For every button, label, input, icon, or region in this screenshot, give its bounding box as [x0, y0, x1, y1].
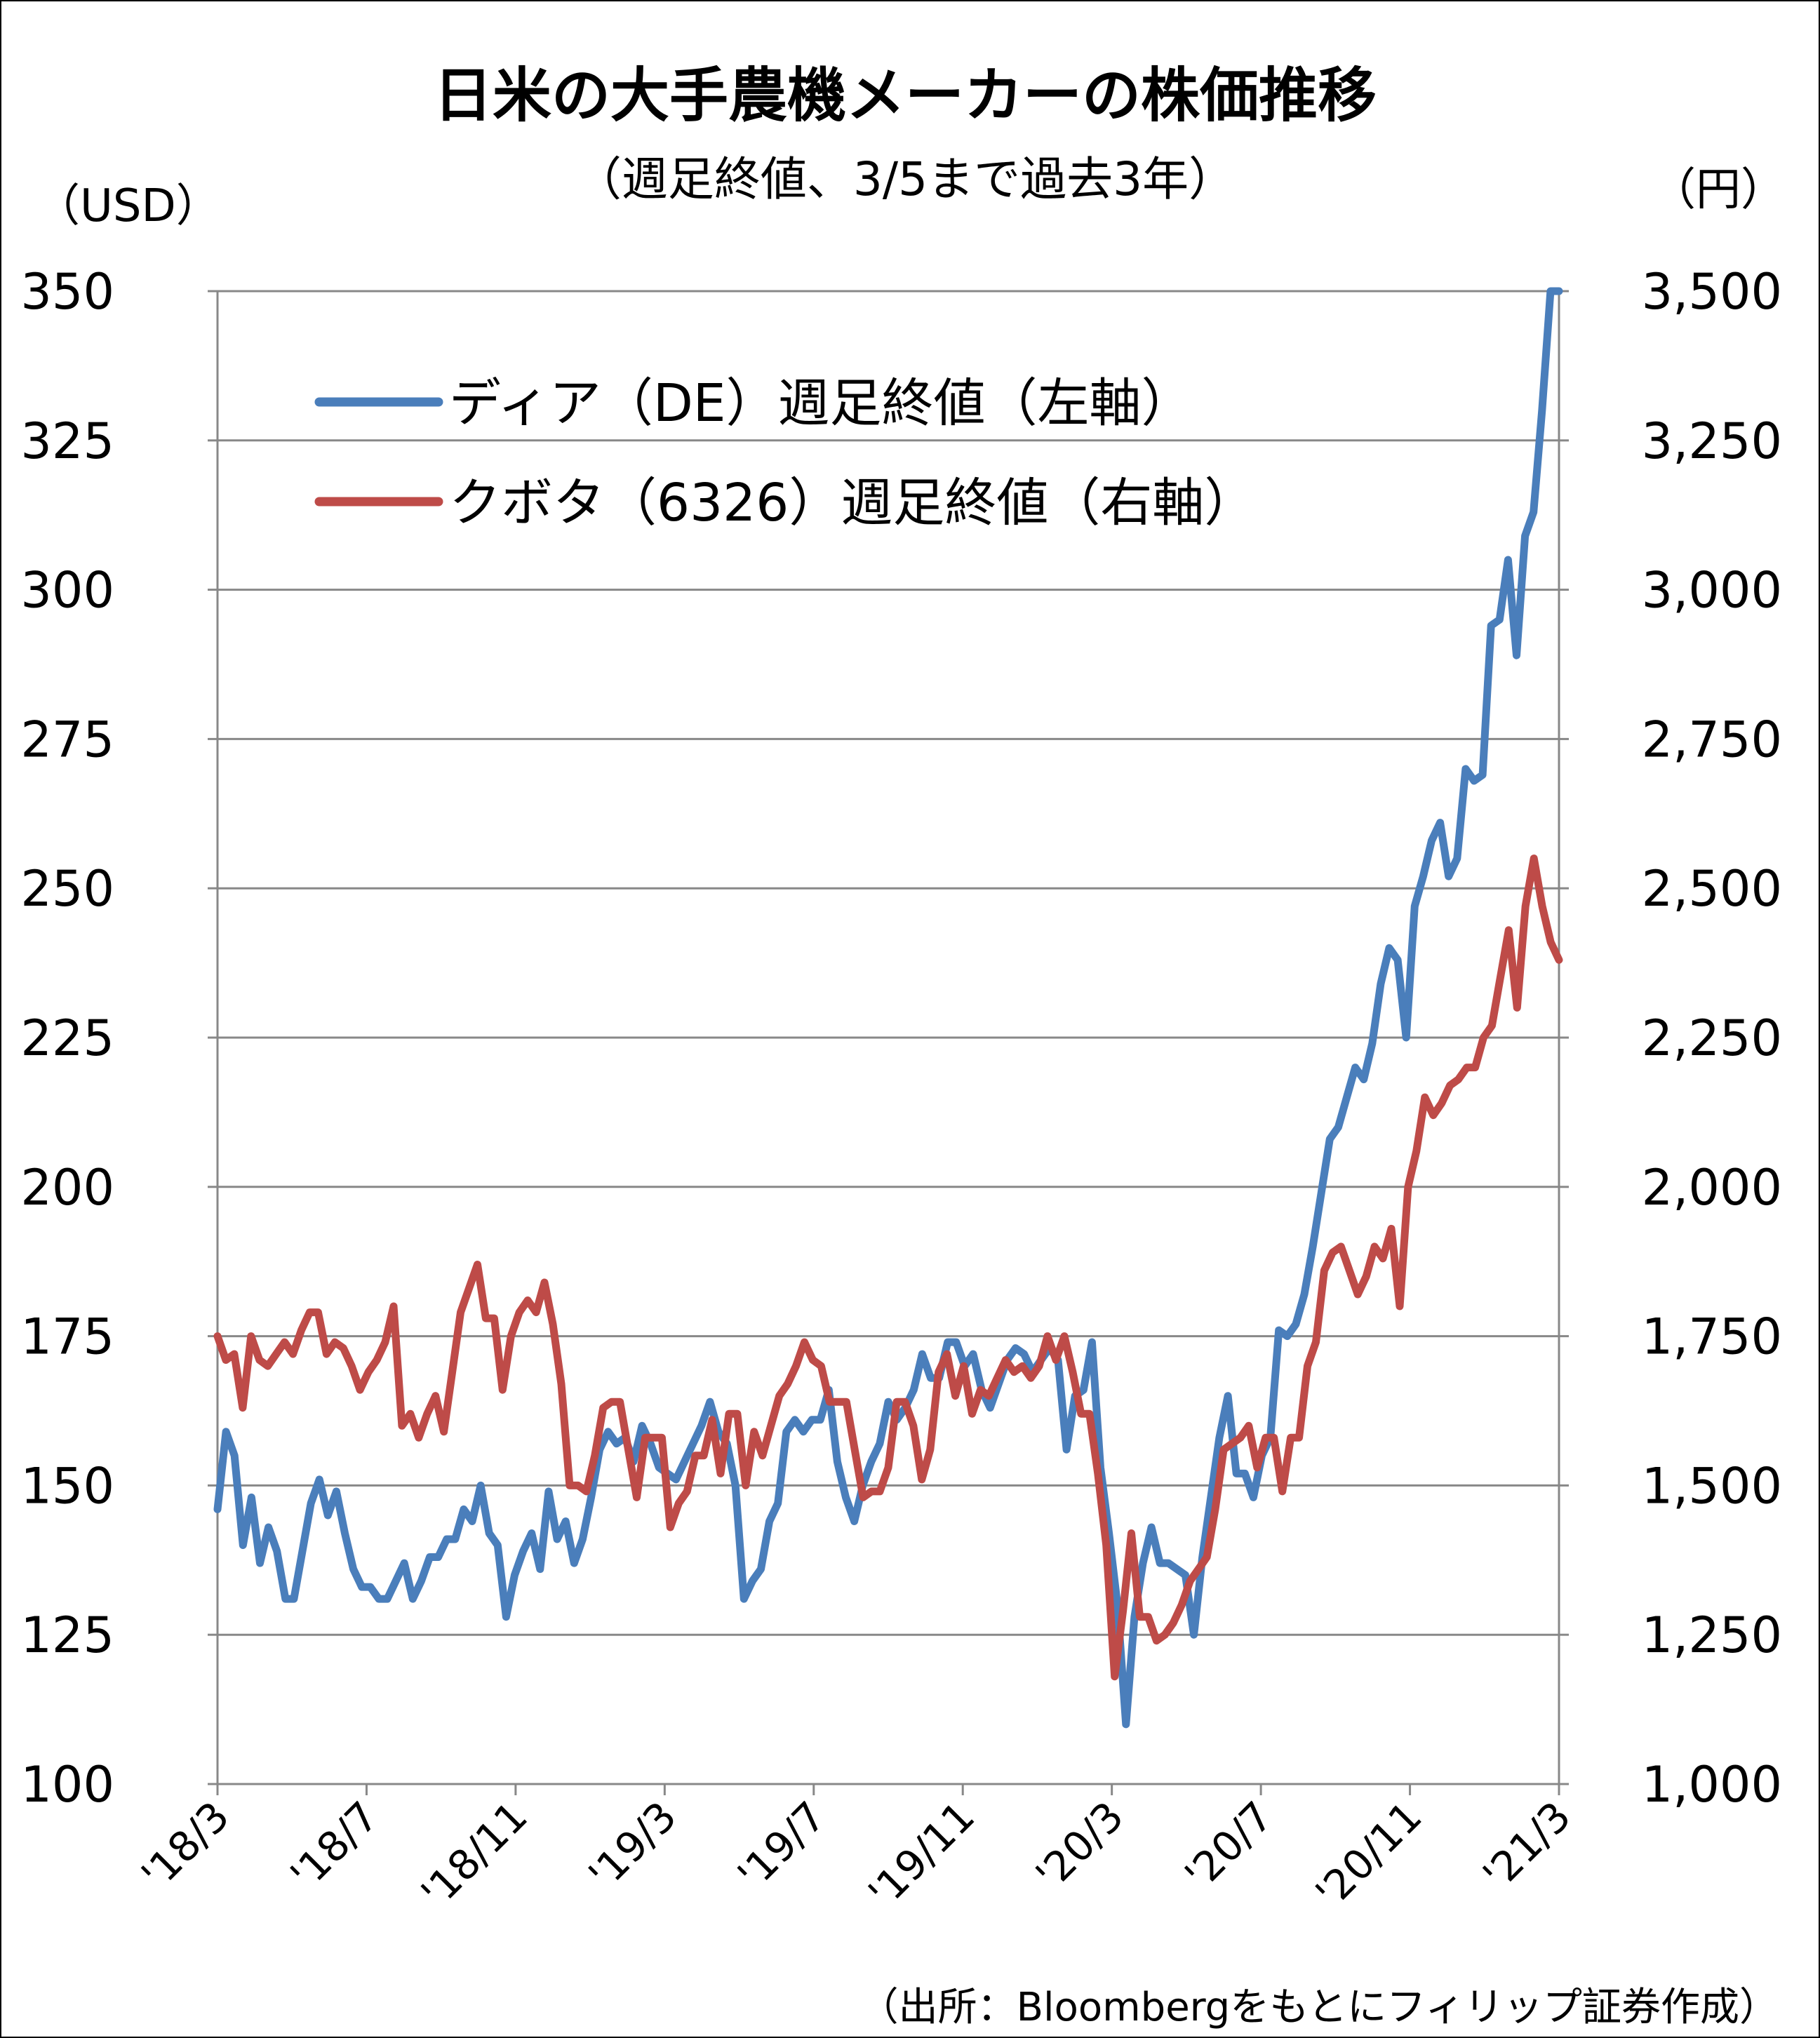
- right-axis-ticks: 1,000 1,250 1,500 1,750 2,000 2,250 2,500 2,750…: [1642, 263, 1782, 1814]
- left-axis-ticks: 100 125 150 175 200 225 250 275 300 325 350: [20, 263, 114, 1814]
- x-tick-label: '18/3: [132, 1792, 238, 1898]
- x-axis-ticks: '18/3 '18/7'18/11 '19/3 '19/7'19/11 '20/3 '20…: [132, 1784, 1580, 1917]
- right-tick-label: 1,750: [1642, 1308, 1782, 1366]
- x-tick-label: '19/11: [859, 1792, 984, 1917]
- legend-label: ディア（DE）週足終値（左軸）: [449, 373, 1193, 434]
- kubota-series-line: [213, 854, 1563, 1681]
- right-tick-label: 2,500: [1642, 860, 1782, 918]
- source-note: （出所：Bloombergをもとにフィリップ証券作成）: [859, 1985, 1779, 2030]
- left-tick-label: 150: [20, 1457, 114, 1515]
- left-tick-label: 350: [20, 263, 114, 321]
- right-axis-unit: （円）: [1651, 164, 1786, 216]
- left-tick-label: 100: [20, 1756, 114, 1814]
- series-lines: [213, 287, 1563, 1729]
- right-tick-label: 2,750: [1642, 711, 1782, 768]
- right-tick-label: 2,000: [1642, 1159, 1782, 1216]
- right-tick-label: 1,250: [1642, 1607, 1782, 1664]
- left-tick-label: 250: [20, 860, 114, 918]
- right-tick-label: 3,500: [1642, 263, 1782, 321]
- axes: [216, 291, 1560, 1785]
- chart-subtitle: （週足終値、3/5まで過去3年）: [575, 152, 1235, 206]
- x-tick-label: '20/7: [1176, 1792, 1282, 1898]
- chart-title: 日米の大手農機メーカーの株価推移: [434, 61, 1377, 130]
- legend: ディア（DE）週足終値（左軸） クボタ（6326）週足終値（右軸）: [314, 373, 1256, 533]
- left-tick-label: 175: [20, 1308, 114, 1366]
- left-axis-unit: （USD）: [35, 180, 221, 232]
- right-tick-label: 1,500: [1642, 1457, 1782, 1515]
- left-tick-label: 125: [20, 1607, 114, 1664]
- legend-label: クボタ（6326）週足終値（右軸）: [449, 473, 1256, 533]
- left-tick-label: 275: [20, 711, 114, 768]
- right-tick-label: 3,250: [1642, 413, 1782, 470]
- left-tick-label: 225: [20, 1010, 114, 1067]
- grid-lines: [208, 290, 1569, 1785]
- deere-series-line: [213, 287, 1563, 1729]
- right-tick-label: 1,000: [1642, 1756, 1782, 1814]
- left-tick-label: 325: [20, 413, 114, 470]
- x-tick-label: '18/7: [281, 1792, 387, 1898]
- right-tick-label: 3,000: [1642, 562, 1782, 619]
- x-tick-label: '21/3: [1473, 1792, 1579, 1898]
- right-tick-label: 2,250: [1642, 1010, 1782, 1067]
- left-tick-label: 200: [20, 1159, 114, 1216]
- x-tick-label: '19/3: [580, 1792, 685, 1898]
- x-tick-label: '19/7: [728, 1792, 834, 1898]
- x-tick-label: '20/3: [1026, 1792, 1132, 1898]
- x-tick-label: '20/11: [1306, 1792, 1431, 1917]
- x-tick-label: '18/11: [412, 1792, 537, 1917]
- left-tick-label: 300: [20, 562, 114, 619]
